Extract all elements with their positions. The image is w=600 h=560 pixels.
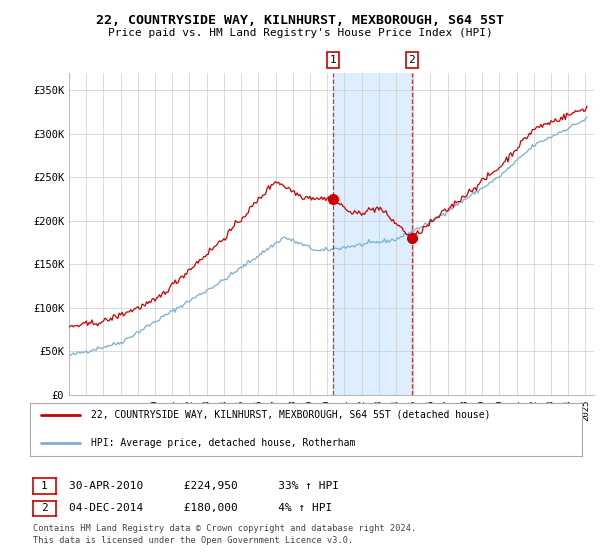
Text: Price paid vs. HM Land Registry's House Price Index (HPI): Price paid vs. HM Land Registry's House …	[107, 28, 493, 38]
Text: 2: 2	[409, 55, 415, 65]
Text: 04-DEC-2014      £180,000      4% ↑ HPI: 04-DEC-2014 £180,000 4% ↑ HPI	[69, 503, 332, 514]
Text: 22, COUNTRYSIDE WAY, KILNHURST, MEXBOROUGH, S64 5ST: 22, COUNTRYSIDE WAY, KILNHURST, MEXBOROU…	[96, 14, 504, 27]
Text: 1: 1	[329, 55, 336, 65]
Text: 30-APR-2010      £224,950      33% ↑ HPI: 30-APR-2010 £224,950 33% ↑ HPI	[69, 481, 339, 491]
Text: This data is licensed under the Open Government Licence v3.0.: This data is licensed under the Open Gov…	[33, 536, 353, 545]
Text: HPI: Average price, detached house, Rotherham: HPI: Average price, detached house, Roth…	[91, 438, 355, 448]
Text: Contains HM Land Registry data © Crown copyright and database right 2024.: Contains HM Land Registry data © Crown c…	[33, 524, 416, 533]
Bar	[333, 73, 412, 395]
Text: 2: 2	[41, 503, 48, 514]
Text: 22, COUNTRYSIDE WAY, KILNHURST, MEXBOROUGH, S64 5ST (detached house): 22, COUNTRYSIDE WAY, KILNHURST, MEXBOROU…	[91, 410, 490, 420]
Text: 1: 1	[41, 481, 48, 491]
